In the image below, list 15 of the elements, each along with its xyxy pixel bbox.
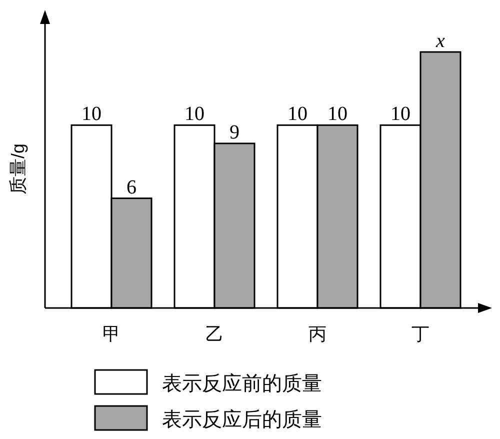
legend-label: 表示反应前的质量 (162, 373, 322, 395)
data-label: 10 (82, 103, 102, 126)
x-tick-label: 乙 (206, 324, 224, 344)
data-label: x (435, 30, 446, 52)
legend-label: 表示反应后的质量 (162, 409, 322, 431)
y-axis-title: 质量/g (8, 143, 28, 195)
data-label: 10 (184, 103, 204, 126)
data-label: 9 (230, 121, 240, 144)
data-label: 10 (288, 103, 308, 126)
x-tick-label: 丙 (308, 324, 326, 344)
data-label: 10 (390, 103, 410, 126)
x-tick-label: 丁 (412, 324, 430, 344)
data-label: 10 (328, 103, 348, 126)
data-label: 6 (126, 176, 136, 198)
x-tick-label: 甲 (102, 324, 120, 344)
